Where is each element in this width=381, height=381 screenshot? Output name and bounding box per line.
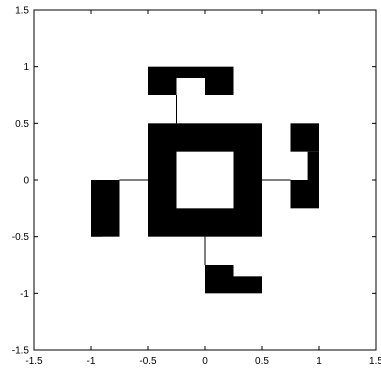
- filled-region-4: [290, 123, 319, 152]
- x-tick-label: 1: [316, 356, 322, 367]
- filled-region-3: [205, 66, 234, 95]
- plot-marks: [91, 66, 319, 294]
- y-tick-label: 1: [23, 62, 29, 73]
- x-tick-label: 1.5: [369, 356, 381, 367]
- x-tick-label: -1: [87, 356, 96, 367]
- filled-region-1: [148, 66, 177, 95]
- y-tick-label: 1.5: [15, 6, 29, 17]
- x-tick-label: 0.5: [255, 356, 269, 367]
- x-tick-label: 0: [202, 356, 208, 367]
- x-tick-label: -0.5: [139, 356, 157, 367]
- filled-region-8: [91, 208, 103, 237]
- filled-region-9: [205, 265, 234, 294]
- filled-region-5: [307, 151, 319, 180]
- filled-region-2: [176, 66, 205, 78]
- hole-region-0: [176, 151, 234, 209]
- filled-region-10: [233, 276, 262, 294]
- y-tick-label: -1.5: [12, 346, 30, 357]
- y-tick-label: -0.5: [12, 232, 30, 243]
- tick-labels: -1.5 -1 -0.5 0 0.5 1 1.5 -1.5 -1 -0.5 0 0.5 1 1.5: [12, 6, 381, 368]
- filled-region-6: [290, 180, 319, 209]
- y-tick-label: 0.5: [15, 119, 29, 130]
- y-tick-label: -1: [20, 289, 29, 300]
- ticks: [33, 9, 377, 351]
- x-tick-label: -1.5: [25, 356, 43, 367]
- y-tick-label: 0: [23, 176, 29, 187]
